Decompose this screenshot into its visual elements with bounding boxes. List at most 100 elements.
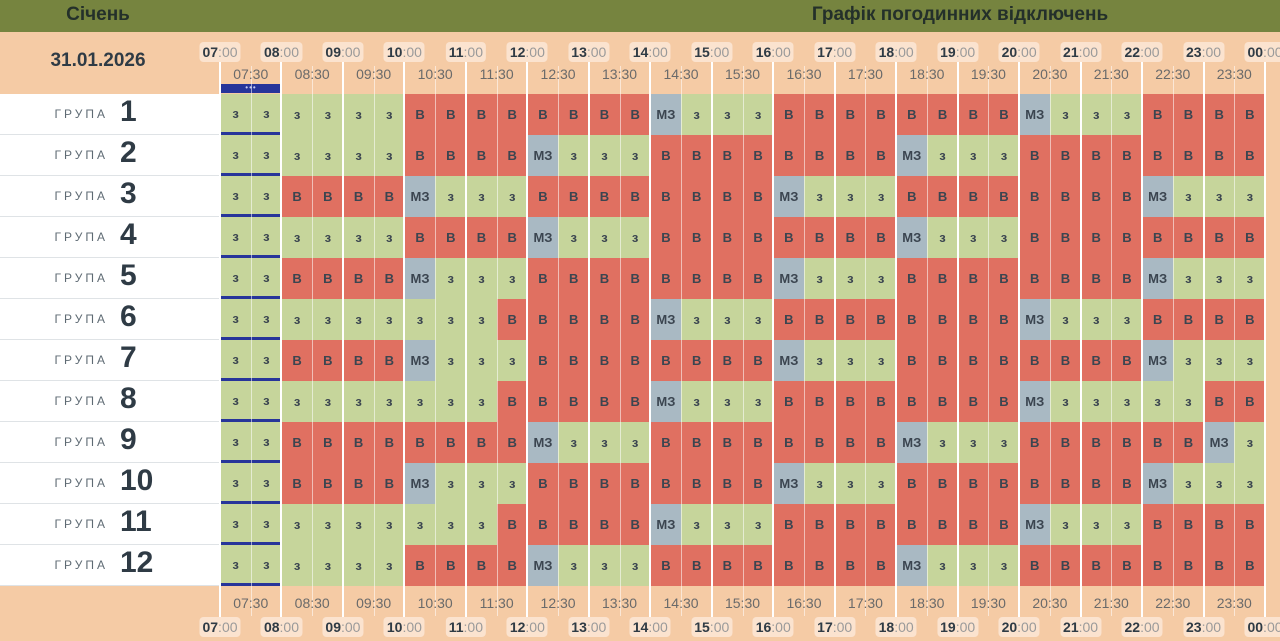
schedule-cell[interactable]: з	[404, 504, 436, 545]
schedule-cell[interactable]: з	[1049, 504, 1082, 545]
schedule-cell[interactable]: з	[558, 545, 590, 586]
schedule-cell[interactable]: В	[558, 258, 590, 299]
schedule-cell[interactable]: В	[1142, 504, 1174, 545]
schedule-cell[interactable]: В	[558, 94, 590, 135]
schedule-cell[interactable]: В	[1111, 545, 1143, 586]
schedule-cell[interactable]: В	[496, 545, 528, 586]
schedule-cell[interactable]: В	[1080, 463, 1112, 504]
schedule-cell[interactable]: В	[1142, 217, 1174, 258]
schedule-cell[interactable]: В	[1019, 463, 1051, 504]
schedule-cell[interactable]: з	[1172, 463, 1205, 504]
schedule-cell[interactable]: МЗ	[1203, 422, 1235, 463]
schedule-cell[interactable]: В	[926, 463, 959, 504]
schedule-cell[interactable]: з	[619, 135, 651, 176]
schedule-cell[interactable]: В	[281, 176, 313, 217]
schedule-cell[interactable]: В	[435, 135, 467, 176]
schedule-cell[interactable]: з	[281, 217, 313, 258]
schedule-cell[interactable]: з	[834, 463, 866, 504]
schedule-cell[interactable]: з	[957, 422, 989, 463]
schedule-cell[interactable]: В	[896, 340, 928, 381]
schedule-cell[interactable]: з	[373, 94, 405, 135]
schedule-cell[interactable]: В	[619, 94, 651, 135]
schedule-cell[interactable]: з	[220, 135, 252, 176]
schedule-cell[interactable]: В	[681, 340, 713, 381]
schedule-cell[interactable]: В	[773, 299, 805, 340]
schedule-cell[interactable]: В	[1172, 135, 1205, 176]
schedule-cell[interactable]: В	[650, 217, 682, 258]
schedule-cell[interactable]: В	[1080, 545, 1112, 586]
schedule-cell[interactable]: з	[220, 381, 252, 422]
schedule-cell[interactable]: з	[312, 299, 344, 340]
schedule-cell[interactable]: В	[619, 340, 651, 381]
schedule-cell[interactable]: В	[834, 135, 866, 176]
schedule-cell[interactable]: з	[312, 135, 344, 176]
schedule-cell[interactable]: з	[312, 504, 344, 545]
schedule-cell[interactable]: МЗ	[527, 545, 559, 586]
schedule-cell[interactable]: з	[803, 176, 836, 217]
schedule-cell[interactable]: МЗ	[773, 340, 805, 381]
schedule-cell[interactable]: В	[773, 545, 805, 586]
schedule-cell[interactable]: В	[342, 176, 375, 217]
schedule-cell[interactable]: з	[988, 545, 1020, 586]
schedule-cell[interactable]: МЗ	[650, 94, 682, 135]
schedule-cell[interactable]: В	[281, 340, 313, 381]
schedule-cell[interactable]: з	[465, 381, 498, 422]
schedule-cell[interactable]: з	[373, 545, 405, 586]
schedule-cell[interactable]: В	[373, 340, 405, 381]
schedule-cell[interactable]: В	[650, 135, 682, 176]
schedule-cell[interactable]: з	[250, 463, 282, 504]
schedule-cell[interactable]: з	[496, 463, 528, 504]
schedule-cell[interactable]: В	[558, 381, 590, 422]
schedule-cell[interactable]: МЗ	[1142, 176, 1174, 217]
schedule-cell[interactable]: В	[896, 381, 928, 422]
schedule-cell[interactable]: В	[773, 217, 805, 258]
schedule-cell[interactable]: МЗ	[1142, 258, 1174, 299]
schedule-cell[interactable]: з	[742, 381, 774, 422]
schedule-cell[interactable]: з	[250, 176, 282, 217]
schedule-cell[interactable]: В	[588, 94, 621, 135]
schedule-cell[interactable]: з	[1203, 176, 1235, 217]
schedule-cell[interactable]: з	[281, 135, 313, 176]
schedule-cell[interactable]: В	[926, 299, 959, 340]
schedule-cell[interactable]: В	[711, 463, 743, 504]
schedule-cell[interactable]: В	[1172, 299, 1205, 340]
schedule-cell[interactable]: В	[1203, 545, 1235, 586]
schedule-cell[interactable]: В	[1234, 504, 1266, 545]
schedule-cell[interactable]: МЗ	[773, 463, 805, 504]
schedule-cell[interactable]: В	[588, 340, 621, 381]
schedule-cell[interactable]: з	[435, 258, 467, 299]
schedule-cell[interactable]: з	[465, 340, 498, 381]
schedule-cell[interactable]: з	[988, 217, 1020, 258]
schedule-cell[interactable]: В	[1142, 299, 1174, 340]
schedule-cell[interactable]: В	[1080, 135, 1112, 176]
schedule-cell[interactable]: В	[988, 504, 1020, 545]
schedule-cell[interactable]: МЗ	[1019, 94, 1051, 135]
schedule-cell[interactable]: з	[250, 299, 282, 340]
schedule-cell[interactable]: з	[619, 217, 651, 258]
schedule-cell[interactable]: з	[373, 217, 405, 258]
schedule-cell[interactable]: В	[742, 463, 774, 504]
schedule-cell[interactable]: з	[250, 217, 282, 258]
schedule-cell[interactable]: МЗ	[896, 135, 928, 176]
schedule-cell[interactable]: В	[588, 258, 621, 299]
schedule-cell[interactable]: В	[896, 258, 928, 299]
schedule-cell[interactable]: В	[496, 422, 528, 463]
schedule-cell[interactable]: В	[342, 422, 375, 463]
schedule-cell[interactable]: з	[281, 94, 313, 135]
schedule-cell[interactable]: В	[1111, 340, 1143, 381]
schedule-cell[interactable]: МЗ	[527, 422, 559, 463]
schedule-cell[interactable]: з	[250, 381, 282, 422]
schedule-cell[interactable]: В	[588, 299, 621, 340]
schedule-cell[interactable]: з	[558, 217, 590, 258]
schedule-cell[interactable]: В	[711, 217, 743, 258]
schedule-cell[interactable]: В	[527, 504, 559, 545]
schedule-cell[interactable]: з	[220, 217, 252, 258]
schedule-cell[interactable]: В	[404, 545, 436, 586]
schedule-cell[interactable]: В	[1049, 340, 1082, 381]
schedule-cell[interactable]: з	[312, 381, 344, 422]
schedule-cell[interactable]: з	[1234, 422, 1266, 463]
schedule-cell[interactable]: з	[435, 463, 467, 504]
schedule-cell[interactable]: МЗ	[650, 381, 682, 422]
schedule-cell[interactable]: В	[650, 422, 682, 463]
schedule-cell[interactable]: з	[711, 299, 743, 340]
